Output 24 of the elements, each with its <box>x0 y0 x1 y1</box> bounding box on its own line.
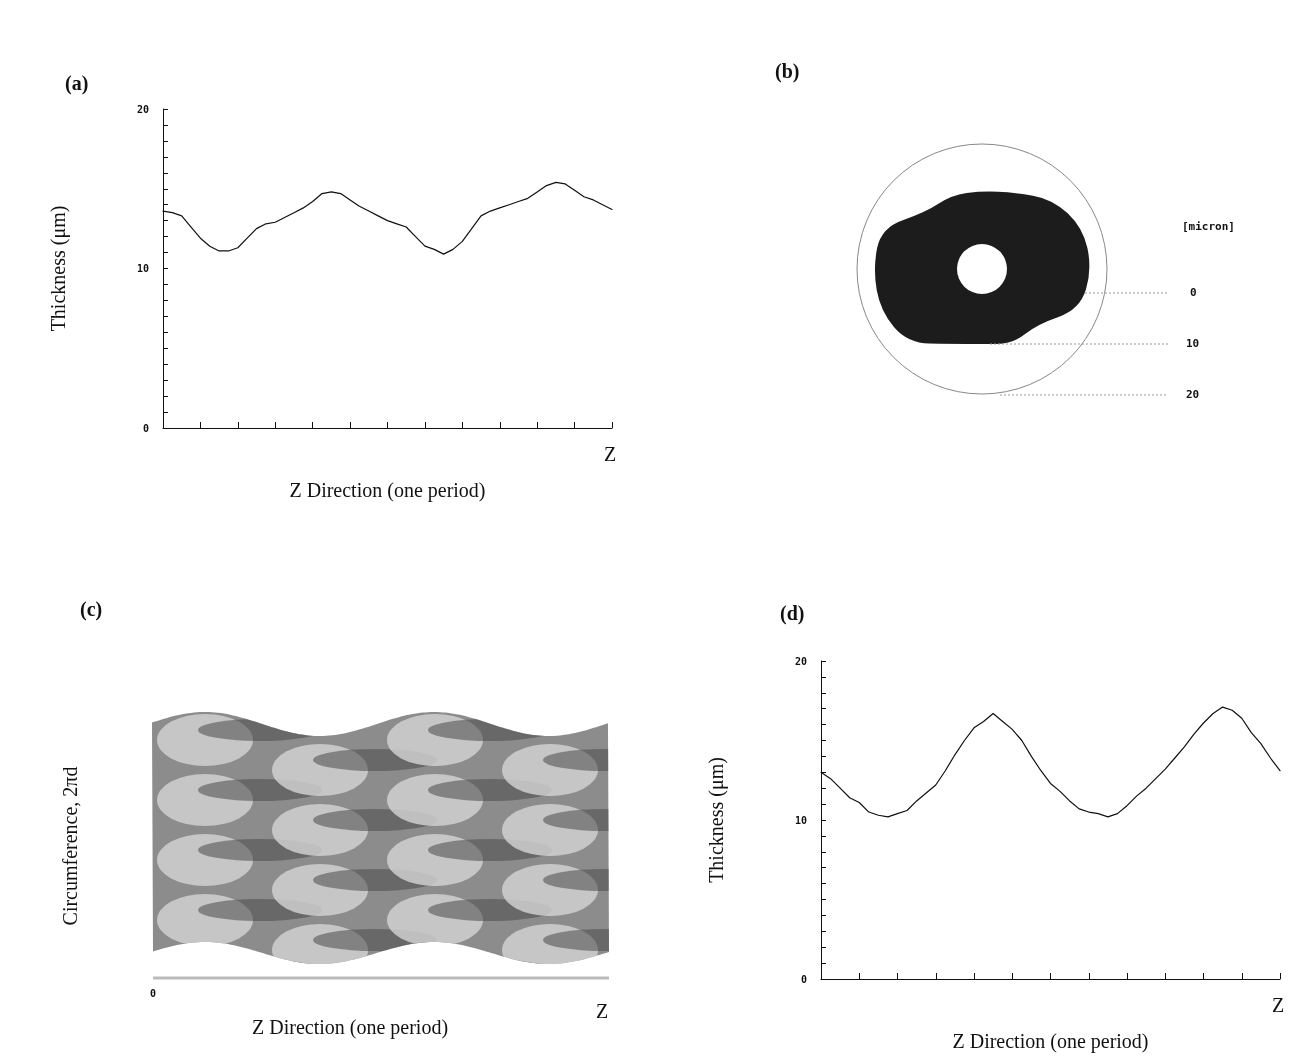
y-tick-label: 0 <box>800 973 807 985</box>
text: [micron] <box>1182 220 1235 233</box>
chart-title: (d) <box>780 602 805 625</box>
y-axis-title: Thickness (μm) <box>705 757 728 883</box>
y-tick-label: 0 <box>142 422 149 434</box>
text: 0 <box>150 988 157 999</box>
x-axis-title: Z Direction (one period) <box>289 479 486 502</box>
text: 10 <box>1186 337 1200 350</box>
y-tick-label: 20 <box>794 655 807 667</box>
x-axis-title: Z Direction (one period) <box>952 1030 1149 1053</box>
y-tick-label: 10 <box>136 263 149 274</box>
text: 20 <box>1186 388 1200 401</box>
text: Z Direction (one period) <box>252 1016 449 1039</box>
text: Z <box>604 443 617 465</box>
text: Z <box>1272 994 1285 1016</box>
y-tick-label: 20 <box>136 103 149 115</box>
text: (c) <box>80 598 103 621</box>
text: Circumference, 2πd <box>58 766 82 926</box>
text: (b) <box>775 60 800 83</box>
text: 0 <box>1190 286 1197 299</box>
y-tick-label: 10 <box>794 814 807 826</box>
y-axis-title: Thickness (μm) <box>47 205 70 332</box>
chart-title: (a) <box>65 72 89 95</box>
text: Z <box>596 1000 609 1023</box>
